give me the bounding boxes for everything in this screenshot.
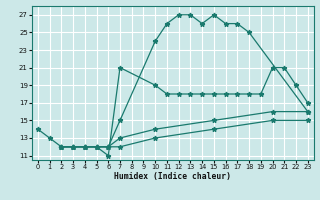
X-axis label: Humidex (Indice chaleur): Humidex (Indice chaleur) (114, 172, 231, 181)
